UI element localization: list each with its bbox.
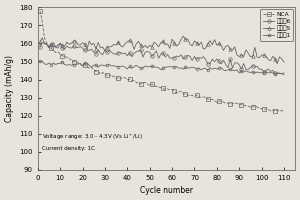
- X-axis label: Cycle number: Cycle number: [140, 186, 193, 195]
- 实施例1: [213, 67, 216, 69]
- 实施例1: [40, 60, 44, 62]
- 实施例5: [157, 46, 160, 48]
- Y-axis label: Capacity (mAh/g): Capacity (mAh/g): [5, 55, 14, 122]
- NCA: [38, 10, 42, 12]
- 实施例1: [38, 60, 42, 63]
- 实施例5: [213, 38, 216, 41]
- 实施例1: [112, 64, 116, 67]
- NCA: [266, 108, 270, 110]
- NCA: [157, 86, 160, 88]
- 实施例6: [213, 60, 216, 63]
- 实施例1: [269, 71, 272, 74]
- 实施例1: [282, 73, 286, 76]
- 实施例1: [159, 68, 163, 71]
- 实施例6: [159, 53, 163, 55]
- 实施例5: [38, 40, 42, 43]
- 实施例6: [280, 73, 284, 75]
- 实施例6: [152, 53, 156, 55]
- 实施例6: [269, 70, 272, 73]
- Line: 实施例1: 实施例1: [39, 60, 285, 76]
- 实施例6: [38, 46, 42, 48]
- 实施例6: [282, 72, 286, 74]
- NCA: [110, 76, 113, 78]
- Text: Voltage range: 3.0 - 4.3V (Vs Li$^+$/Li): Voltage range: 3.0 - 4.3V (Vs Li$^+$/Li): [42, 132, 143, 142]
- 实施例1: [278, 72, 281, 75]
- Legend: NCA, 实施例6, 实施例5, 实施例1: NCA, 实施例6, 实施例5, 实施例1: [260, 9, 293, 41]
- Line: 实施例5: 实施例5: [38, 34, 286, 65]
- Text: Current density: 1C: Current density: 1C: [42, 146, 95, 151]
- 实施例6: [40, 42, 44, 44]
- 实施例5: [282, 61, 286, 63]
- 实施例5: [269, 59, 272, 62]
- Line: NCA: NCA: [38, 9, 286, 114]
- NCA: [211, 98, 214, 101]
- 实施例5: [280, 57, 284, 60]
- 实施例5: [275, 63, 279, 65]
- 实施例5: [150, 45, 154, 48]
- NCA: [275, 109, 279, 111]
- Line: 实施例6: 实施例6: [38, 41, 286, 76]
- 实施例6: [278, 72, 281, 74]
- 实施例5: [110, 45, 113, 48]
- 实施例6: [112, 53, 116, 55]
- NCA: [150, 83, 154, 85]
- 实施例5: [182, 35, 185, 37]
- 实施例1: [152, 66, 156, 68]
- NCA: [282, 111, 286, 114]
